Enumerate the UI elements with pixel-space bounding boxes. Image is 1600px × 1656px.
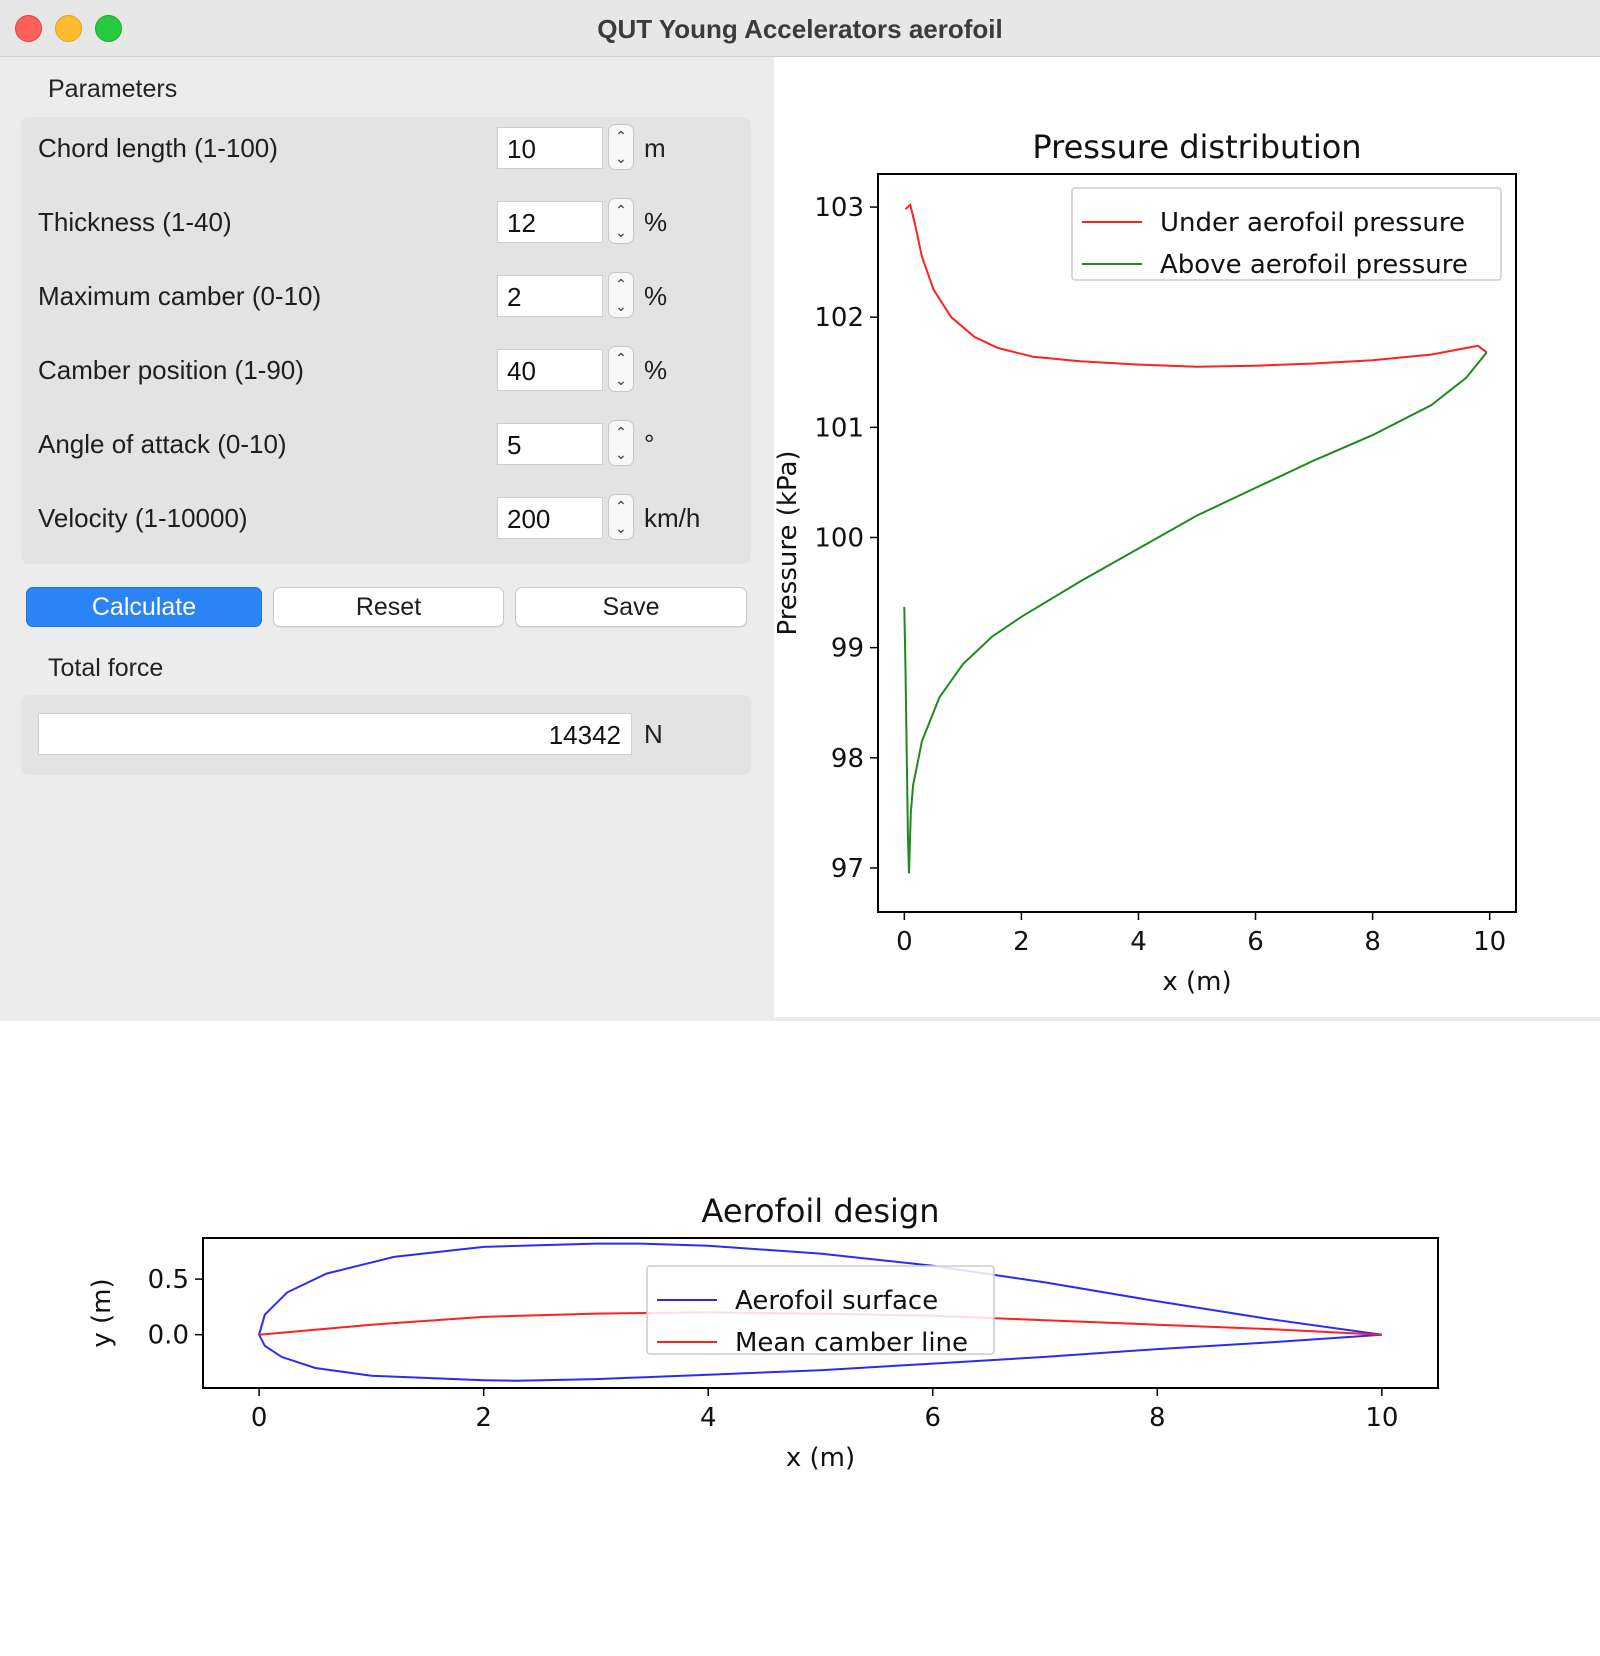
window-title: QUT Young Accelerators aerofoil	[597, 14, 1003, 44]
chevron-up-icon[interactable]: ⌃	[615, 498, 627, 514]
aerofoil-chart-panel: Aerofoil design 0 2 4 6 8 10 0.0 0.5 x (m) y (m) Ae…	[0, 1021, 1600, 1656]
calculate-button[interactable]: Calculate	[26, 587, 262, 627]
maximum-camber-unit: %	[644, 281, 668, 311]
x-tick-label: 0	[251, 1403, 268, 1433]
x-tick-label: 4	[700, 1403, 717, 1433]
y-tick-label: 98	[831, 744, 864, 774]
param-row-angle-of-attack: Angle of attack (0-10) 5 ⌃ ⌄ °	[21, 416, 751, 476]
title-bar[interactable]: QUT Young Accelerators aerofoil	[0, 0, 1600, 57]
velocity-input[interactable]: 200	[497, 497, 603, 539]
camber-position-input[interactable]: 40	[497, 349, 603, 391]
chord-length-unit: m	[644, 133, 666, 163]
x-tick-label: 8	[1149, 1403, 1166, 1433]
legend-label-2: Above aerofoil pressure	[1160, 250, 1468, 280]
chevron-up-icon[interactable]: ⌃	[615, 424, 627, 440]
chord-length-stepper[interactable]: ⌃ ⌄	[608, 124, 634, 170]
x-tick-label: 2	[475, 1403, 492, 1433]
x-tick-label: 10	[1473, 927, 1506, 957]
y-tick-label: 99	[831, 634, 864, 664]
series-line-1	[904, 202, 1488, 368]
legend-label-1: Aerofoil surface	[735, 1286, 938, 1316]
reset-button[interactable]: Reset	[273, 587, 504, 627]
y-tick-label: 0.0	[148, 1321, 189, 1351]
total-force-output: 14342	[38, 713, 632, 755]
param-row-velocity: Velocity (1-10000) 200 ⌃ ⌄ km/h	[21, 490, 751, 550]
total-force-unit: N	[644, 719, 663, 749]
param-row-chord-length: Chord length (1-100) 10 ⌃ ⌄ m	[21, 120, 751, 180]
velocity-unit: km/h	[644, 503, 701, 533]
y-axis-label: Pressure (kPa)	[774, 450, 803, 635]
y-tick-label: 97	[831, 854, 864, 884]
chord-length-label: Chord length (1-100)	[38, 133, 278, 163]
velocity-label: Velocity (1-10000)	[38, 503, 248, 533]
chevron-down-icon[interactable]: ⌄	[615, 372, 627, 388]
x-tick-label: 6	[924, 1403, 941, 1433]
chevron-down-icon[interactable]: ⌄	[615, 520, 627, 536]
x-tick-label: 0	[896, 927, 913, 957]
thickness-stepper[interactable]: ⌃ ⌄	[608, 198, 634, 244]
thickness-label: Thickness (1-40)	[38, 207, 232, 237]
legend-box	[1071, 187, 1502, 281]
param-row-maximum-camber: Maximum camber (0-10) 2 ⌃ ⌄ %	[21, 268, 751, 328]
y-tick-label: 103	[814, 193, 864, 223]
angle-of-attack-unit: °	[644, 429, 655, 459]
maximum-camber-input[interactable]: 2	[497, 275, 603, 317]
chevron-down-icon[interactable]: ⌄	[615, 446, 627, 462]
x-tick-label: 2	[1013, 927, 1030, 957]
plot-frame	[877, 173, 1517, 913]
x-tick-label: 8	[1364, 927, 1381, 957]
chevron-down-icon[interactable]: ⌄	[615, 224, 627, 240]
total-force-group-title: Total force	[48, 654, 164, 682]
close-window-button[interactable]	[15, 15, 42, 42]
legend-label-1: Under aerofoil pressure	[1160, 208, 1465, 238]
parameters-group: Chord length (1-100) 10 ⌃ ⌄ m Thickness (…	[21, 117, 751, 564]
x-tick-label: 6	[1247, 927, 1264, 957]
pressure-distribution-chart: Pressure distribution 0 2 4 6 8 10 97 98 99 100 101…	[773, 128, 1517, 997]
y-tick-label: 102	[814, 303, 864, 333]
y-tick-label: 100	[814, 523, 864, 553]
chart-title: Pressure distribution	[1032, 128, 1361, 166]
camber-position-unit: %	[644, 355, 668, 385]
y-axis-label: y (m)	[87, 1278, 117, 1347]
pressure-chart-panel: Pressure distribution 0 2 4 6 8 10 97 98 99 100 101…	[773, 57, 1600, 1017]
x-axis-label: x (m)	[786, 1443, 855, 1473]
series-line-2	[903, 351, 1488, 874]
x-tick-label: 4	[1130, 927, 1147, 957]
legend-box	[646, 1265, 995, 1355]
controls-panel: Parameters Chord length (1-100) 10 ⌃ ⌄ m …	[0, 57, 774, 1020]
chevron-up-icon[interactable]: ⌃	[615, 128, 627, 144]
legend-label-2: Mean camber line	[735, 1328, 968, 1358]
thickness-input[interactable]: 12	[497, 201, 603, 243]
zoom-window-button[interactable]	[95, 15, 122, 42]
x-axis-label: x (m)	[1162, 967, 1231, 997]
chevron-down-icon[interactable]: ⌄	[615, 298, 627, 314]
param-row-thickness: Thickness (1-40) 12 ⌃ ⌄ %	[21, 194, 751, 254]
angle-of-attack-label: Angle of attack (0-10)	[38, 429, 287, 459]
angle-of-attack-stepper[interactable]: ⌃ ⌄	[608, 420, 634, 466]
camber-position-stepper[interactable]: ⌃ ⌄	[608, 346, 634, 392]
y-tick-label: 101	[814, 413, 864, 443]
chevron-up-icon[interactable]: ⌃	[615, 276, 627, 292]
thickness-unit: %	[644, 207, 668, 237]
y-tick-label: 0.5	[148, 1265, 189, 1295]
chevron-up-icon[interactable]: ⌃	[615, 350, 627, 366]
chevron-up-icon[interactable]: ⌃	[615, 202, 627, 218]
x-tick-label: 10	[1365, 1403, 1398, 1433]
camber-position-label: Camber position (1-90)	[38, 355, 304, 385]
save-button[interactable]: Save	[515, 587, 747, 627]
minimize-window-button[interactable]	[55, 15, 82, 42]
aerofoil-design-chart: Aerofoil design 0 2 4 6 8 10 0.0 0.5 x (m) y (m) Ae…	[87, 1192, 1439, 1473]
velocity-stepper[interactable]: ⌃ ⌄	[608, 494, 634, 540]
chart-title: Aerofoil design	[702, 1192, 940, 1230]
param-row-camber-position: Camber position (1-90) 40 ⌃ ⌄ %	[21, 342, 751, 402]
total-force-group: 14342 N	[21, 695, 751, 775]
chord-length-input[interactable]: 10	[497, 127, 603, 169]
angle-of-attack-input[interactable]: 5	[497, 423, 603, 465]
plot-frame	[202, 1237, 1439, 1389]
chevron-down-icon[interactable]: ⌄	[615, 150, 627, 166]
maximum-camber-label: Maximum camber (0-10)	[38, 281, 322, 311]
parameters-group-title: Parameters	[48, 75, 178, 103]
maximum-camber-stepper[interactable]: ⌃ ⌄	[608, 272, 634, 318]
